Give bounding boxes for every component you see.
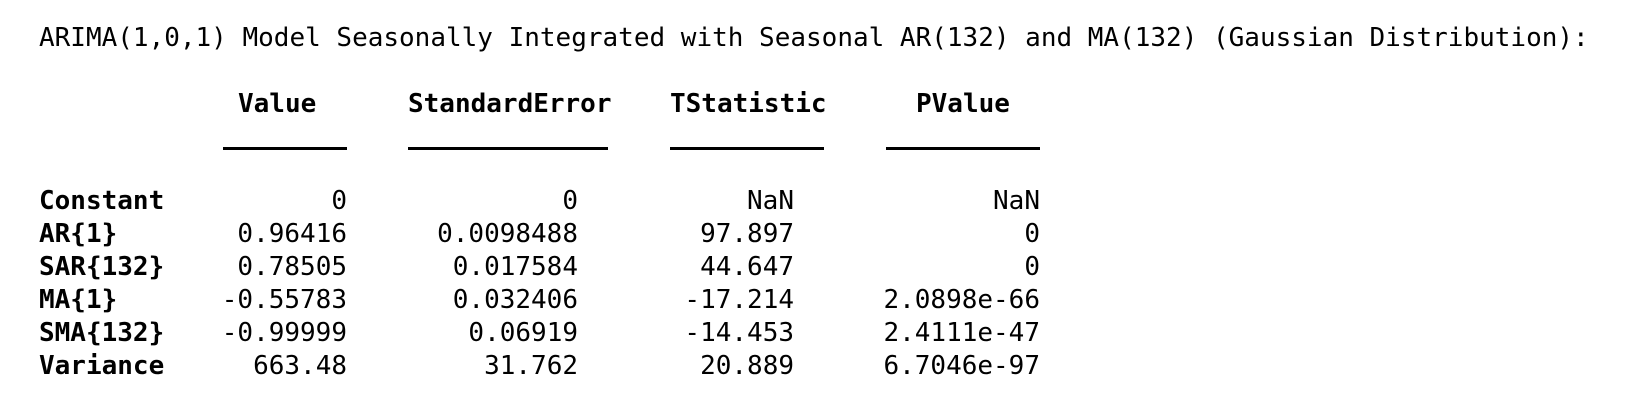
value-cell: 0.96416 xyxy=(237,218,347,251)
p-value-cell: NaN xyxy=(993,185,1040,218)
p-value-cell: 0 xyxy=(1024,251,1040,284)
standard-error-cell: 0.0098488 xyxy=(437,218,578,251)
value-cell: -0.99999 xyxy=(222,317,347,350)
column-header-standard-error: StandardError xyxy=(408,88,612,121)
value-cell: 0.78505 xyxy=(237,251,347,284)
standard-error-cell: 31.762 xyxy=(484,350,578,383)
value-cell: -0.55783 xyxy=(222,284,347,317)
row-label: Variance xyxy=(39,350,164,383)
column-header-t-statistic: TStatistic xyxy=(670,88,827,121)
standard-error-cell: 0.06919 xyxy=(468,317,578,350)
standard-error-cell: 0.032406 xyxy=(453,284,578,317)
header-underline xyxy=(670,147,824,150)
p-value-cell: 6.7046e-97 xyxy=(883,350,1040,383)
value-cell: 0 xyxy=(331,185,347,218)
header-underline xyxy=(886,147,1040,150)
p-value-cell: 2.4111e-47 xyxy=(883,317,1040,350)
t-statistic-cell: -17.214 xyxy=(684,284,794,317)
row-label: SAR{132} xyxy=(39,251,164,284)
t-statistic-cell: -14.453 xyxy=(684,317,794,350)
p-value-cell: 2.0898e-66 xyxy=(883,284,1040,317)
standard-error-cell: 0.017584 xyxy=(453,251,578,284)
t-statistic-cell: 97.897 xyxy=(700,218,794,251)
t-statistic-cell: NaN xyxy=(747,185,794,218)
standard-error-cell: 0 xyxy=(562,185,578,218)
model-title: ARIMA(1,0,1) Model Seasonally Integrated… xyxy=(39,22,1589,55)
t-statistic-cell: 20.889 xyxy=(700,350,794,383)
column-header-p-value: PValue xyxy=(916,88,1010,121)
column-header-value: Value xyxy=(238,88,316,121)
header-underline xyxy=(408,147,608,150)
row-label: Constant xyxy=(39,185,164,218)
row-label: AR{1} xyxy=(39,218,117,251)
value-cell: 663.48 xyxy=(253,350,347,383)
t-statistic-cell: 44.647 xyxy=(700,251,794,284)
row-label: SMA{132} xyxy=(39,317,164,350)
header-underline xyxy=(223,147,347,150)
row-label: MA{1} xyxy=(39,284,117,317)
p-value-cell: 0 xyxy=(1024,218,1040,251)
